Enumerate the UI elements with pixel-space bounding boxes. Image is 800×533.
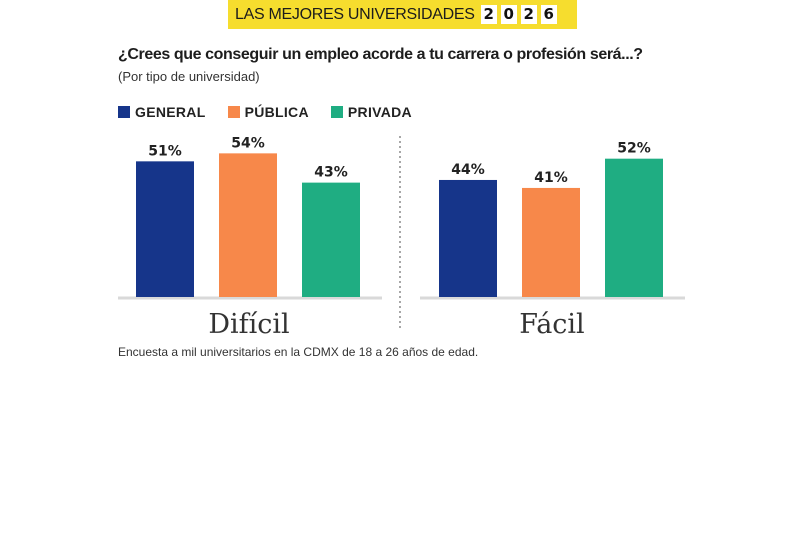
- bar-value-label: 51%: [148, 143, 182, 159]
- bar-pública-1: [522, 187, 580, 297]
- legend-label-privada: PRIVADA: [347, 104, 412, 120]
- legend-swatch-privada: [330, 106, 343, 118]
- legend-item-privada: PRIVADA: [330, 104, 412, 120]
- chart-title: ¿Crees que conseguir un empleo acorde a …: [118, 46, 643, 63]
- bar-value-label: 44%: [451, 162, 485, 178]
- bar-pública-0: [219, 153, 277, 297]
- chart-subtitle: (Por tipo de universidad): [118, 69, 260, 84]
- legend-item-general: GENERAL: [118, 104, 206, 120]
- bar-value-label: 52%: [617, 141, 651, 157]
- bar-privada-1: [605, 158, 663, 297]
- bar-general-1: [439, 179, 497, 297]
- bar-value-label: 43%: [314, 165, 348, 181]
- year-digit: 2: [480, 5, 497, 24]
- bar-chart: 51% 54% 43% Difícil 44% 41% 52% Fácil: [118, 135, 685, 340]
- header-banner: LAS MEJORES UNIVERSIDADES 2 0 2 6: [228, 0, 577, 29]
- chart-footnote: Encuesta a mil universitarios en la CDMX…: [118, 345, 479, 359]
- legend-label-general: GENERAL: [135, 104, 206, 120]
- legend-item-publica: PÚBLICA: [227, 104, 309, 120]
- category-label: Fácil: [519, 309, 584, 340]
- legend-swatch-publica: [227, 106, 240, 118]
- year-digit: 0: [500, 5, 517, 24]
- legend: GENERAL PÚBLICA PRIVADA: [118, 104, 434, 120]
- bar-value-label: 41%: [534, 170, 568, 186]
- bar-privada-0: [302, 182, 360, 297]
- bar-general-0: [136, 161, 194, 297]
- banner-year: 2 0 2 6: [480, 5, 557, 24]
- year-digit: 2: [520, 5, 537, 24]
- banner-title: LAS MEJORES UNIVERSIDADES: [235, 5, 475, 23]
- year-digit: 6: [540, 5, 557, 24]
- legend-swatch-general: [118, 106, 130, 118]
- category-label: Difícil: [208, 309, 289, 340]
- legend-label-publica: PÚBLICA: [244, 104, 309, 120]
- bar-value-label: 54%: [231, 135, 265, 151]
